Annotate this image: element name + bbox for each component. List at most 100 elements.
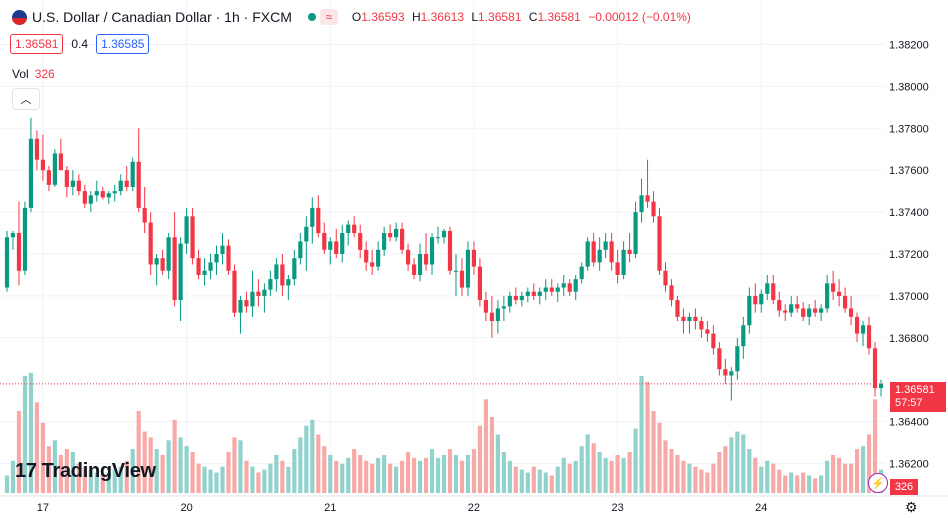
- volume-bar: [70, 452, 75, 493]
- volume-bar: [687, 463, 692, 493]
- price-change: −0.00012 (−0.01%): [588, 10, 691, 24]
- tradingview-logo[interactable]: 17 TradingView: [15, 460, 156, 483]
- volume-bar: [717, 452, 722, 493]
- candle-body: [322, 233, 327, 250]
- volume-bar: [579, 446, 584, 493]
- candle-body: [238, 300, 243, 313]
- volume-bar: [417, 460, 423, 493]
- volume-bar: [669, 449, 674, 493]
- candle-body: [250, 291, 255, 307]
- candle-body: [459, 270, 465, 288]
- volume-bar: [639, 375, 644, 493]
- gear-icon[interactable]: ⚙: [905, 499, 918, 515]
- volume-bar: [825, 460, 830, 493]
- volume-bar: [58, 454, 63, 493]
- collapse-legend-button[interactable]: ︿: [12, 88, 40, 110]
- volume-bar: [268, 463, 273, 493]
- candle-body: [58, 153, 63, 171]
- volume-bar: [190, 452, 195, 493]
- volume-bar: [813, 478, 818, 493]
- candle-body: [130, 161, 135, 187]
- candle-body: [705, 329, 710, 334]
- candle-body: [423, 254, 429, 265]
- volume-bar: [429, 449, 435, 493]
- candle-body: [112, 191, 117, 194]
- candle-body: [621, 249, 626, 275]
- volume-bar: [777, 469, 782, 493]
- buy-button[interactable]: 1.36585: [96, 34, 150, 54]
- volume-bar: [352, 449, 357, 493]
- candle-body: [513, 295, 518, 301]
- volume-bar: [178, 437, 183, 493]
- volume-bar: [783, 475, 788, 493]
- candle-body: [872, 348, 878, 389]
- candle-body: [10, 233, 16, 238]
- candle-body: [429, 237, 435, 265]
- volume-bar: [100, 475, 105, 493]
- time-tick-label: 23: [611, 502, 623, 514]
- volume-bar: [747, 449, 752, 493]
- price-tick-label: 1.37200: [889, 249, 929, 261]
- volume-bar: [376, 457, 381, 493]
- volume-bar: [837, 457, 842, 493]
- candle-body: [394, 228, 399, 238]
- market-status[interactable]: ≈: [307, 9, 348, 25]
- volume-bar: [52, 440, 57, 493]
- candle-body: [232, 270, 237, 313]
- candle-body: [358, 233, 363, 250]
- volume-bar: [256, 472, 261, 493]
- candle-body: [34, 138, 40, 160]
- price-tick-label: 1.37400: [889, 207, 929, 219]
- candle-body: [537, 291, 542, 296]
- volume-bar: [507, 460, 512, 493]
- candle-body: [687, 316, 692, 322]
- lightning-icon[interactable]: ⚡: [868, 473, 888, 493]
- candle-body: [573, 279, 578, 292]
- volume-bar: [729, 437, 734, 493]
- candle-body: [813, 308, 818, 313]
- candle-body: [789, 304, 794, 313]
- data-mode-icon[interactable]: ≈: [319, 9, 338, 25]
- volume-bar: [10, 460, 16, 493]
- candle-body: [837, 291, 842, 296]
- volume-bar: [447, 449, 453, 493]
- candle-body: [364, 249, 369, 263]
- volume-bar: [304, 425, 309, 493]
- volume-bar: [124, 460, 129, 493]
- candle-body: [52, 153, 57, 185]
- candle-body: [543, 287, 548, 292]
- price-tick-label: 1.36800: [889, 333, 929, 345]
- volume-bar: [172, 419, 177, 493]
- candle-body: [268, 279, 273, 290]
- candle-body: [106, 193, 111, 198]
- volume-bar: [866, 434, 872, 493]
- candle-body: [639, 195, 644, 213]
- time-tick-label: 21: [324, 502, 336, 514]
- symbol-title[interactable]: U.S. Dollar / Canadian Dollar · 1h · FXC…: [32, 9, 292, 25]
- us-flag-icon: [12, 9, 27, 25]
- volume-bar: [154, 449, 159, 493]
- volume-bar: [681, 460, 686, 493]
- volume-legend: Vol 326: [12, 67, 55, 81]
- volume-bar: [765, 460, 770, 493]
- chart-grid: [0, 0, 884, 496]
- volume-bar: [513, 466, 518, 493]
- volume-bar: [549, 475, 554, 493]
- candle-body: [352, 224, 357, 234]
- candle-body: [795, 304, 800, 309]
- candle-body: [741, 325, 746, 347]
- sell-button[interactable]: 1.36581: [10, 34, 64, 54]
- volume-bar: [471, 449, 477, 493]
- volume-bar: [244, 460, 249, 493]
- volume-bar: [423, 457, 429, 493]
- candle-body: [501, 306, 506, 309]
- volume-bar: [711, 463, 716, 493]
- volume-bar: [4, 475, 10, 493]
- candle-body: [567, 283, 572, 292]
- volume-bar: [196, 463, 201, 493]
- volume-bar: [597, 452, 602, 493]
- candle-body: [507, 295, 512, 307]
- volume-bar: [411, 457, 417, 493]
- ohlc-values: O1.36593 H1.36613 L1.36581 C1.36581 −0.0…: [351, 10, 691, 24]
